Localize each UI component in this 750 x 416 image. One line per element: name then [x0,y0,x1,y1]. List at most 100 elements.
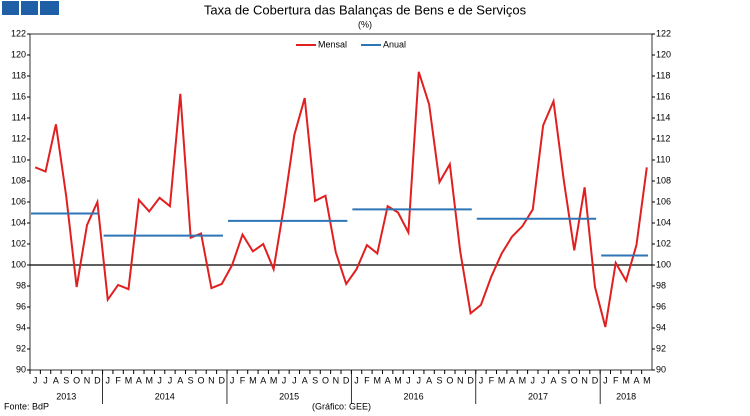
y-tick-label: 92 [16,343,26,353]
y2-tick-label: 96 [656,301,666,311]
y2-tick-label: 100 [656,259,671,269]
x-tick-label: O [322,375,329,385]
y-tick-label: 106 [11,196,26,206]
x-tick-label: J [417,375,422,385]
x-tick-label: S [561,375,567,385]
year-label: 2015 [279,391,299,401]
x-tick-label: A [136,375,142,385]
x-tick-label: J [531,375,536,385]
y-tick-label: 104 [11,217,26,227]
x-tick-label: J [406,375,411,385]
x-tick-label: A [177,375,183,385]
y2-tick-label: 114 [656,112,670,122]
x-tick-label: D [343,375,350,385]
y-tick-label: 118 [12,70,26,80]
chart-subtitle: (%) [358,19,372,29]
x-tick-label: F [240,375,246,385]
source: Fonte: BdP [4,401,49,411]
x-tick-label: J [43,375,48,385]
y-tick-label: 90 [16,364,26,374]
credit: (Gráfico: GEE) [312,401,371,411]
x-tick-label: J [168,375,173,385]
y-tick-label: 112 [12,133,26,143]
logo-block [2,1,19,15]
x-tick-label: N [84,375,91,385]
x-tick-label: J [157,375,162,385]
y-tick-label: 100 [11,259,26,269]
x-tick-label: O [198,375,205,385]
y2-tick-label: 108 [656,175,671,185]
x-tick-label: M [125,375,133,385]
x-tick-label: N [333,375,340,385]
x-tick-label: A [260,375,266,385]
x-tick-label: N [581,375,588,385]
x-tick-label: J [541,375,546,385]
y-tick-label: 102 [11,238,26,248]
year-label: 2018 [616,391,636,401]
line-mensal [34,71,648,328]
x-tick-label: F [115,375,121,385]
y-tick-label: 110 [12,154,26,164]
year-label: 2013 [56,391,76,401]
y2-tick-label: 94 [656,322,666,332]
x-tick-label: A [53,375,59,385]
legend-label: Mensal [318,39,347,49]
x-tick-label: D [219,375,226,385]
x-tick-label: M [643,375,651,385]
x-tick-label: A [426,375,432,385]
x-tick-label: A [633,375,639,385]
y2-tick-label: 106 [656,196,671,206]
x-tick-label: N [208,375,215,385]
chart-title: Taxa de Cobertura das Balanças de Bens e… [204,2,527,17]
x-tick-label: M [270,375,278,385]
x-tick-label: S [312,375,318,385]
x-tick-label: A [551,375,557,385]
x-tick-label: J [354,375,359,385]
x-tick-label: O [571,375,578,385]
logo-block [21,1,38,15]
y2-tick-label: 98 [656,280,666,290]
x-tick-label: J [603,375,608,385]
x-tick-label: F [364,375,370,385]
y2-tick-label: 90 [656,364,666,374]
x-tick-label: F [489,375,495,385]
y2-tick-label: 122 [656,28,671,38]
x-tick-label: J [282,375,287,385]
y-tick-label: 120 [11,49,26,59]
x-tick-label: A [302,375,308,385]
y-tick-label: 116 [12,91,26,101]
y2-tick-label: 102 [656,238,671,248]
x-tick-label: M [249,375,257,385]
year-label: 2017 [528,391,548,401]
x-tick-label: S [63,375,69,385]
y2-tick-label: 120 [656,49,671,59]
x-tick-label: S [188,375,194,385]
y2-tick-label: 118 [656,70,670,80]
x-tick-label: A [509,375,515,385]
year-label: 2014 [155,391,175,401]
x-tick-label: D [467,375,474,385]
x-tick-label: O [446,375,453,385]
y2-tick-label: 92 [656,343,666,353]
x-tick-label: D [94,375,101,385]
y-tick-label: 96 [16,301,26,311]
x-tick-label: M [394,375,402,385]
x-tick-label: J [106,375,111,385]
x-tick-label: O [73,375,80,385]
x-tick-label: M [145,375,153,385]
x-tick-label: S [436,375,442,385]
x-tick-label: M [498,375,506,385]
y2-tick-label: 110 [656,154,670,164]
y2-tick-label: 116 [656,91,670,101]
x-tick-label: A [385,375,391,385]
x-tick-label: N [457,375,464,385]
y-tick-label: 98 [16,280,26,290]
x-tick-label: M [622,375,630,385]
x-tick-label: J [479,375,484,385]
x-tick-label: M [519,375,527,385]
legend-label: Anual [383,39,406,49]
y-tick-label: 108 [11,175,26,185]
x-tick-label: J [292,375,297,385]
